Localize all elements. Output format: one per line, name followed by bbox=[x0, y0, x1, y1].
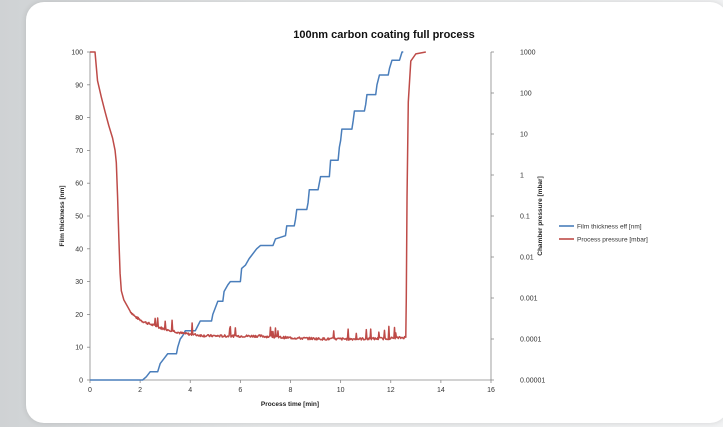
axis-ticks: 0 2 4 6 8 10 12 14 16 0 10 20 30 40 50 60 70 80 90 100 0.000… bbox=[71, 50, 545, 395]
x-tick-label: 16 bbox=[487, 387, 495, 394]
chart: 100nm carbon coating full process 0 2 4 6 8 1… bbox=[59, 29, 648, 408]
y-right-tick-label: 10 bbox=[520, 132, 528, 139]
y-right-tick-label: 0.0001 bbox=[520, 337, 542, 344]
y-right-tick-label: 1000 bbox=[520, 50, 536, 57]
x-tick-label: 10 bbox=[337, 387, 345, 394]
legend: Film thickness eff [nm] Process pressure… bbox=[559, 224, 648, 244]
process-pressure-line bbox=[90, 51, 426, 341]
y-left-tick-label: 90 bbox=[75, 82, 83, 89]
y-right-tick-label: 0.1 bbox=[520, 214, 530, 221]
y-left-tick-label: 100 bbox=[71, 50, 83, 57]
y-left-tick-label: 30 bbox=[75, 279, 83, 286]
x-tick-label: 0 bbox=[88, 387, 92, 394]
plot-area bbox=[89, 52, 492, 381]
y-left-tick-label: 20 bbox=[75, 312, 83, 319]
chart-title: 100nm carbon coating full process bbox=[293, 29, 475, 41]
y-left-tick-label: 60 bbox=[75, 181, 83, 188]
x-tick-label: 2 bbox=[138, 387, 142, 394]
y-right-axis-label: Chamber pressure [mbar] bbox=[537, 176, 544, 255]
x-tick-label: 6 bbox=[238, 387, 242, 394]
x-tick-label: 8 bbox=[289, 387, 293, 394]
y-right-tick-label: 1 bbox=[520, 173, 524, 180]
x-tick-label: 12 bbox=[387, 387, 395, 394]
film-thickness-line bbox=[90, 51, 404, 381]
chart-card: 100nm carbon coating full process 0 2 4 6 8 1… bbox=[26, 2, 723, 423]
x-tick-label: 4 bbox=[188, 387, 192, 394]
y-right-tick-label: 0.01 bbox=[520, 255, 534, 262]
y-left-tick-label: 40 bbox=[75, 246, 83, 253]
x-tick-label: 14 bbox=[437, 387, 445, 394]
y-right-tick-label: 100 bbox=[520, 91, 532, 98]
y-left-tick-label: 80 bbox=[75, 115, 83, 122]
y-left-tick-label: 10 bbox=[75, 345, 83, 352]
y-left-tick-label: 70 bbox=[75, 148, 83, 155]
series-lines bbox=[90, 51, 426, 381]
y-left-tick-label: 0 bbox=[79, 378, 83, 385]
y-right-tick-label: 0.001 bbox=[520, 296, 538, 303]
y-left-axis-label: Film thickness [nm] bbox=[59, 185, 66, 246]
x-axis-label: Process time [min] bbox=[261, 401, 319, 408]
y-right-tick-label: 0.00001 bbox=[520, 378, 545, 385]
legend-label-process-pressure: Process pressure [mbar] bbox=[577, 237, 648, 244]
legend-label-film-thickness: Film thickness eff [nm] bbox=[577, 224, 642, 231]
y-left-tick-label: 50 bbox=[75, 214, 83, 221]
